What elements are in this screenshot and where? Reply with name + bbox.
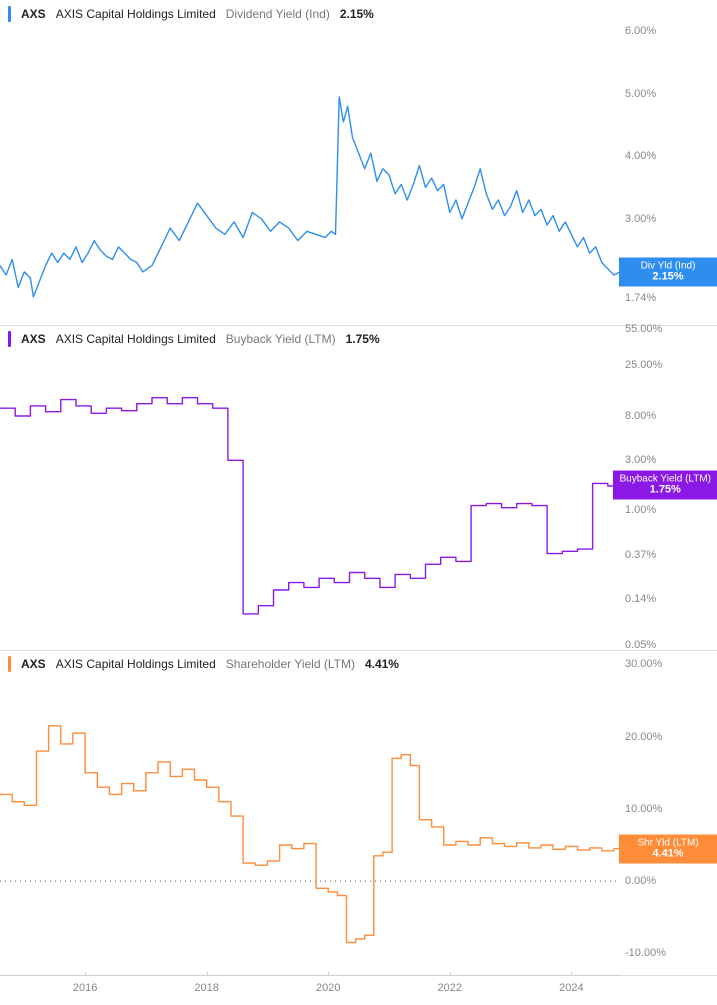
x-tick-label: 2024 [559,982,583,994]
ticker-symbol[interactable]: AXS [21,332,46,346]
color-bar [8,6,11,22]
y-tick-label: 8.00% [625,410,656,422]
y-tick-label: 0.37% [625,549,656,561]
metric-value: 4.41% [365,657,399,671]
x-tick-label: 2016 [73,982,97,994]
y-tick-label: 30.00% [625,658,662,670]
chart-svg[interactable] [0,0,620,325]
x-axis: 2016 2018 2020 2022 2024 [0,975,620,1004]
panel-header: AXS AXIS Capital Holdings Limited Sharehol… [8,656,399,672]
chart-container: 6.00%5.00%4.00%3.00%2.00%1.74%Div Yld (I… [0,0,717,1005]
badge-value: 4.41% [625,849,711,860]
x-tick-mark [85,972,86,976]
series-line [0,726,620,943]
series-line [0,398,620,614]
x-tick-mark [328,972,329,976]
x-tick-label: 2018 [194,982,218,994]
y-tick-label: 5.00% [625,88,656,100]
chart-svg[interactable] [0,650,620,975]
metric-value: 1.75% [346,332,380,346]
x-tick-mark [571,972,572,976]
color-bar [8,331,11,347]
panel-header: AXS AXIS Capital Holdings Limited Dividend… [8,6,374,22]
badge-value: 1.75% [619,484,711,495]
company-name: AXIS Capital Holdings Limited [56,332,216,346]
value-badge: Buyback Yield (LTM)1.75% [613,470,717,499]
chart-panel: 30.00% 20.00% 10.00% 0.00% -10.00% Shr Yld (L… [0,650,717,975]
metric-name: Buyback Yield (LTM) [226,332,336,346]
x-tick-mark [207,972,208,976]
metric-name: Dividend Yield (Ind) [226,7,330,21]
company-name: AXIS Capital Holdings Limited [56,7,216,21]
y-tick-label: 3.00% [625,454,656,466]
x-tick-label: 2020 [316,982,340,994]
company-name: AXIS Capital Holdings Limited [56,657,216,671]
y-tick-label: -10.00% [625,947,666,959]
y-tick-label: 1.00% [625,504,656,516]
value-badge: Div Yld (Ind)2.15% [619,257,717,286]
x-tick-label: 2022 [438,982,462,994]
metric-name: Shareholder Yield (LTM) [226,657,355,671]
value-badge: Shr Yld (LTM)4.41% [619,835,717,864]
y-tick-label: 20.00% [625,731,662,743]
y-axis: 30.00% 20.00% 10.00% 0.00% -10.00% [625,650,717,975]
y-tick-label: 25.00% [625,359,662,371]
panel-header: AXS AXIS Capital Holdings Limited Buyback … [8,331,380,347]
y-tick-label: 55.00% [625,323,662,335]
y-tick-label: 10.00% [625,803,662,815]
chart-panel: 6.00%5.00%4.00%3.00%2.00%1.74%Div Yld (I… [0,0,717,325]
badge-value: 2.15% [625,271,711,282]
x-tick-mark [450,972,451,976]
color-bar [8,656,11,672]
chart-panel: 55.00%25.00%8.00%3.00%1.00%0.37%0.14%0.0… [0,325,717,650]
chart-svg[interactable] [0,325,620,650]
y-tick-label: 0.14% [625,593,656,605]
y-tick-label: 4.00% [625,150,656,162]
y-tick-label: 1.74% [625,292,656,304]
ticker-symbol[interactable]: AXS [21,7,46,21]
y-tick-label: 0.00% [625,875,656,887]
y-tick-label: 6.00% [625,25,656,37]
y-tick-label: 3.00% [625,213,656,225]
series-line [0,97,620,297]
ticker-symbol[interactable]: AXS [21,657,46,671]
metric-value: 2.15% [340,7,374,21]
